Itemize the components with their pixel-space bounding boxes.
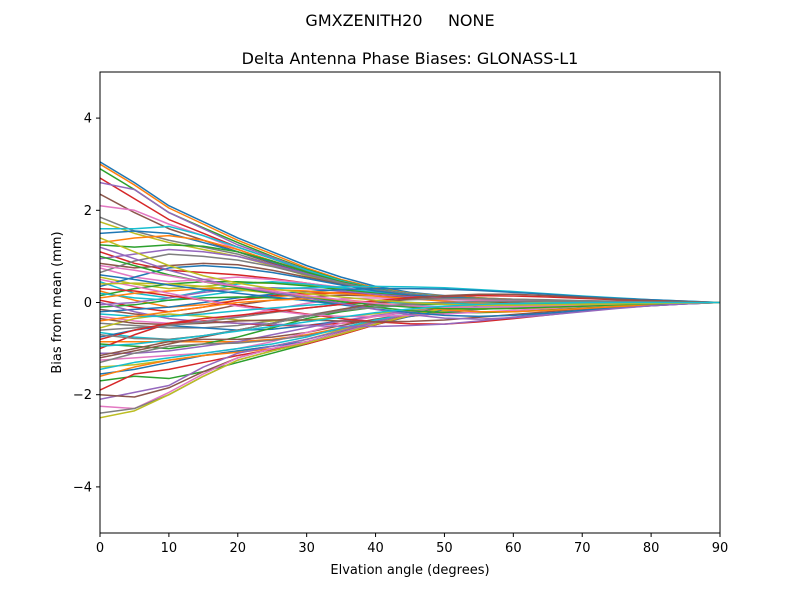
y-tick-label: 4 (84, 112, 92, 127)
series-line-65 (100, 246, 720, 320)
x-tick-label: 90 (712, 541, 729, 556)
series-line-70 (100, 301, 720, 348)
y-axis-label: Bias from mean (mm) (50, 231, 65, 373)
y-axis: −4 −2 0 2 4 (73, 112, 100, 495)
x-axis: 0 10 20 30 40 50 60 70 80 90 (96, 533, 728, 556)
x-tick-label: 40 (367, 541, 384, 556)
x-tick-label: 30 (298, 541, 315, 556)
x-tick-label: 80 (643, 541, 660, 556)
y-tick-label: −2 (73, 388, 92, 403)
x-tick-label: 0 (96, 541, 104, 556)
chart-title: Delta Antenna Phase Biases: GLONASS-L1 (242, 49, 579, 68)
x-tick-label: 60 (505, 541, 522, 556)
series-layer (100, 161, 720, 419)
y-tick-label: −4 (73, 480, 92, 495)
chart-suptitle: GMXZENITH20 NONE (305, 11, 494, 30)
x-tick-label: 20 (230, 541, 247, 556)
series-line-66 (100, 293, 720, 359)
x-tick-label: 10 (161, 541, 178, 556)
x-tick-label: 70 (574, 541, 591, 556)
y-tick-label: 2 (84, 204, 92, 219)
x-axis-label: Elvation angle (degrees) (330, 563, 489, 578)
series-line-51 (100, 287, 720, 313)
y-tick-label: 0 (84, 296, 92, 311)
series-line-61 (100, 274, 720, 318)
x-tick-label: 50 (436, 541, 453, 556)
series-line-69 (100, 237, 720, 307)
